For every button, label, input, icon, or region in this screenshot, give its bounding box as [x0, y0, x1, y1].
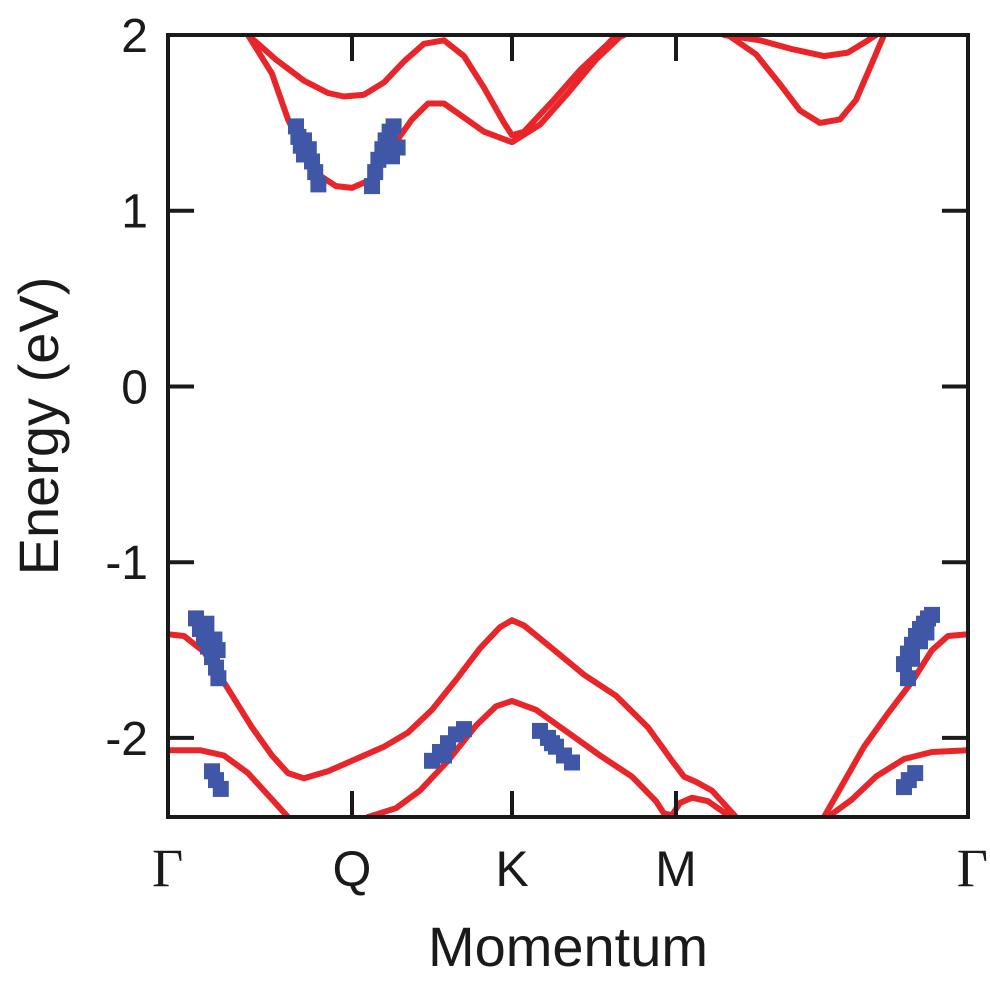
- band-line-8: [821, 631, 968, 817]
- y-tick-label-3: 0: [121, 361, 148, 414]
- marker-point-31: [212, 780, 229, 797]
- marker-point-18: [384, 148, 400, 165]
- marker-point-28: [198, 615, 215, 632]
- band-line-9: [825, 747, 968, 817]
- marker-point-37: [436, 747, 452, 764]
- marker-point-16: [385, 118, 402, 135]
- marker-point-53: [904, 650, 920, 667]
- x-tick-label-5: Γ: [957, 838, 988, 898]
- marker-point-43: [544, 735, 560, 752]
- band-line-5: [168, 617, 739, 817]
- x-axis-title: Momentum: [428, 915, 708, 978]
- plot-frame: [166, 33, 970, 819]
- y-tick-label-1: 2: [121, 10, 148, 63]
- band-line-3: [721, 35, 879, 60]
- tick-labels: 2 1 0 -1 -2 Γ Q K M Γ: [105, 10, 988, 898]
- marker-point-52: [900, 670, 916, 687]
- projection-markers: [188, 118, 940, 797]
- marker-point-9: [296, 132, 312, 149]
- band-line-1: [245, 35, 619, 139]
- marker-point-11: [367, 164, 384, 181]
- marker-point-51: [924, 606, 940, 623]
- marker-point-7: [307, 164, 324, 181]
- band-line-4: [725, 35, 887, 126]
- marker-point-27: [209, 642, 226, 659]
- band-lines: [168, 35, 968, 817]
- x-tick-label-1: Γ: [152, 838, 183, 898]
- x-tick-label-2: Q: [333, 841, 372, 897]
- y-tick-label-2: 1: [121, 186, 148, 239]
- y-axis-title: Energy (eV): [7, 277, 70, 576]
- y-tick-label-5: -2: [105, 713, 148, 766]
- marker-point-58: [907, 765, 924, 782]
- marker-point-10: [364, 178, 380, 195]
- marker-point-42: [564, 754, 580, 771]
- marker-point-8: [310, 176, 327, 193]
- marker-point-36: [456, 721, 472, 738]
- marker-point-25: [210, 670, 227, 687]
- band-line-6: [168, 747, 291, 817]
- x-tick-label-3: K: [495, 841, 528, 897]
- y-tick-label-4: -1: [105, 537, 148, 590]
- marker-point-55: [918, 624, 935, 641]
- x-tick-label-4: M: [655, 841, 697, 897]
- axis-ticks: [168, 33, 968, 817]
